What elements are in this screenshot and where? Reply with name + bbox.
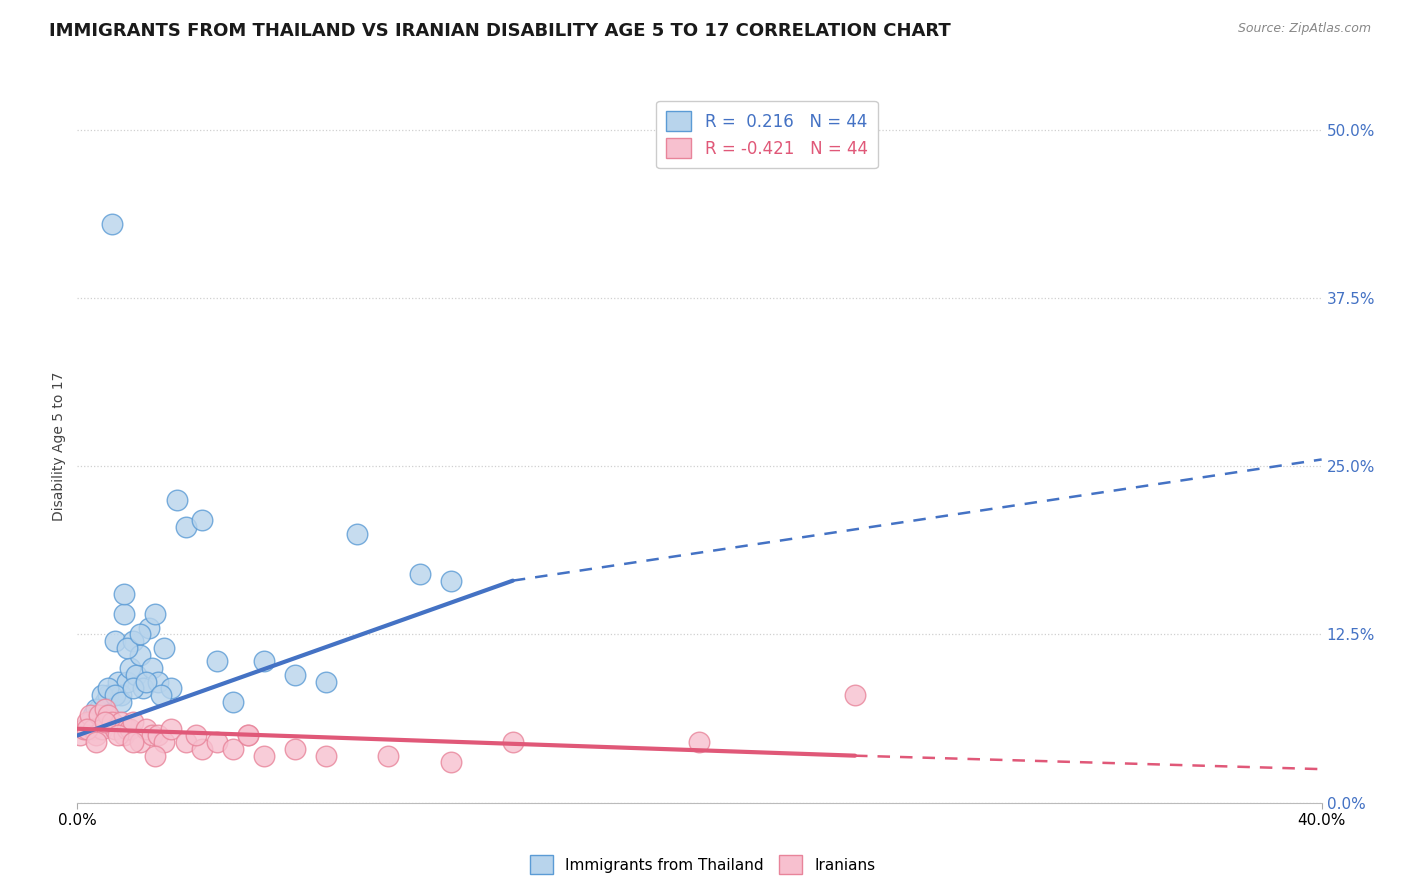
Point [100, 714, 122, 729]
Point [141, 729, 163, 743]
Point [115, 674, 138, 689]
Point [844, 688, 866, 702]
Point [346, 526, 368, 541]
Point [238, 729, 260, 743]
Point [120, 722, 142, 736]
Point [128, 648, 150, 662]
Point [91, 722, 114, 736]
Point [148, 729, 170, 743]
Point [122, 714, 145, 729]
Point [87, 708, 110, 723]
Point [72, 722, 94, 736]
Point [141, 661, 163, 675]
Point [107, 674, 129, 689]
Point [115, 640, 138, 655]
Point [131, 681, 153, 696]
Point [97, 681, 120, 696]
Point [128, 735, 150, 749]
Point [143, 607, 166, 622]
Point [112, 607, 135, 622]
Point [82, 708, 104, 723]
Point [84, 735, 107, 749]
Point [112, 729, 135, 743]
Point [79, 714, 101, 729]
Point [166, 492, 188, 507]
Point [191, 742, 214, 756]
Point [100, 217, 122, 231]
Point [87, 701, 110, 715]
Point [135, 674, 157, 689]
Point [174, 520, 197, 534]
Point [284, 668, 307, 682]
Point [107, 729, 129, 743]
Point [253, 655, 276, 669]
Point [253, 748, 276, 763]
Point [112, 587, 135, 601]
Y-axis label: Disability Age 5 to 17: Disability Age 5 to 17 [52, 371, 66, 521]
Point [377, 748, 399, 763]
Point [97, 688, 120, 702]
Point [82, 722, 104, 736]
Point [408, 566, 430, 581]
Point [440, 756, 463, 770]
Point [110, 695, 132, 709]
Point [135, 722, 157, 736]
Point [315, 674, 337, 689]
Text: IMMIGRANTS FROM THAILAND VS IRANIAN DISABILITY AGE 5 TO 17 CORRELATION CHART: IMMIGRANTS FROM THAILAND VS IRANIAN DISA… [49, 22, 950, 40]
Point [122, 681, 145, 696]
Point [94, 714, 117, 729]
Point [315, 748, 337, 763]
Point [104, 688, 127, 702]
Point [94, 701, 117, 715]
Point [110, 714, 132, 729]
Point [79, 708, 101, 723]
Point [207, 655, 229, 669]
Point [110, 688, 132, 702]
Point [159, 681, 181, 696]
Point [222, 742, 245, 756]
Point [69, 729, 91, 743]
Point [143, 748, 166, 763]
Point [148, 674, 170, 689]
Point [153, 640, 176, 655]
Point [115, 722, 138, 736]
Point [138, 621, 160, 635]
Point [91, 688, 114, 702]
Point [184, 729, 207, 743]
Point [689, 735, 711, 749]
Point [76, 714, 98, 729]
Point [207, 735, 229, 749]
Point [94, 695, 117, 709]
Point [76, 722, 98, 736]
Legend: R =  0.216   N = 44, R = -0.421   N = 44: R = 0.216 N = 44, R = -0.421 N = 44 [657, 101, 877, 169]
Point [284, 742, 307, 756]
Point [122, 634, 145, 648]
Legend: Immigrants from Thailand, Iranians: Immigrants from Thailand, Iranians [524, 849, 882, 880]
Point [238, 729, 260, 743]
Point [128, 627, 150, 641]
Point [153, 735, 176, 749]
Point [104, 722, 127, 736]
Point [159, 722, 181, 736]
Point [125, 668, 148, 682]
Point [174, 735, 197, 749]
Point [222, 695, 245, 709]
Point [97, 708, 120, 723]
Point [84, 701, 107, 715]
Point [502, 735, 524, 749]
Point [440, 574, 463, 588]
Point [84, 729, 107, 743]
Point [120, 661, 142, 675]
Point [122, 735, 145, 749]
Point [104, 634, 127, 648]
Text: Source: ZipAtlas.com: Source: ZipAtlas.com [1237, 22, 1371, 36]
Point [191, 513, 214, 527]
Point [150, 688, 173, 702]
